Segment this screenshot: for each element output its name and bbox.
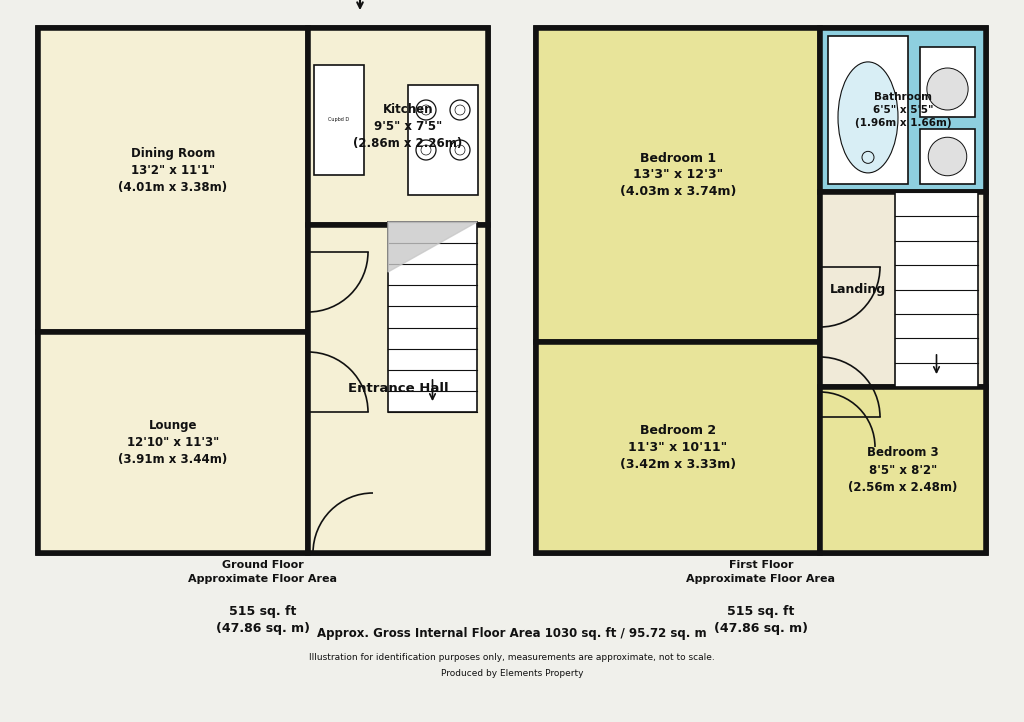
Bar xyxy=(308,225,488,553)
Ellipse shape xyxy=(928,137,967,175)
Bar xyxy=(388,222,477,412)
Bar xyxy=(38,332,308,553)
Bar xyxy=(308,28,488,225)
Text: First Floor
Approximate Floor Area: First Floor Approximate Floor Area xyxy=(686,560,836,583)
Bar xyxy=(38,28,308,332)
Text: Cupbd D: Cupbd D xyxy=(329,118,349,123)
Text: Entrance Hall: Entrance Hall xyxy=(348,383,449,396)
Bar xyxy=(536,342,820,553)
Text: Approx. Gross Internal Floor Area 1030 sq. ft / 95.72 sq. m: Approx. Gross Internal Floor Area 1030 s… xyxy=(317,627,707,640)
Bar xyxy=(314,65,364,175)
Bar xyxy=(920,47,975,117)
Text: Bedroom 1
13'3" x 12'3"
(4.03m x 3.74m): Bedroom 1 13'3" x 12'3" (4.03m x 3.74m) xyxy=(620,152,736,199)
Text: Illustration for identification purposes only, measurements are approximate, not: Illustration for identification purposes… xyxy=(309,653,715,661)
Ellipse shape xyxy=(838,62,898,173)
Text: Produced by Elements Property: Produced by Elements Property xyxy=(440,669,584,679)
Bar xyxy=(408,85,478,195)
Ellipse shape xyxy=(927,68,968,110)
Bar xyxy=(895,192,978,387)
Bar xyxy=(820,192,986,387)
Bar xyxy=(920,129,975,184)
Polygon shape xyxy=(388,222,477,272)
Bar xyxy=(828,36,908,184)
Text: Dining Room
13'2" x 11'1"
(4.01m x 3.38m): Dining Room 13'2" x 11'1" (4.01m x 3.38m… xyxy=(119,147,227,193)
Text: 515 sq. ft
(47.86 sq. m): 515 sq. ft (47.86 sq. m) xyxy=(216,605,310,635)
Text: Bathroom
6'5" x 5'5"
(1.96m x 1.66m): Bathroom 6'5" x 5'5" (1.96m x 1.66m) xyxy=(855,92,951,129)
Text: Bedroom 3
8'5" x 8'2"
(2.56m x 2.48m): Bedroom 3 8'5" x 8'2" (2.56m x 2.48m) xyxy=(848,446,957,494)
Bar xyxy=(820,387,986,553)
Text: Kitchen
9'5" x 7'5"
(2.86m x 2.26m): Kitchen 9'5" x 7'5" (2.86m x 2.26m) xyxy=(353,103,463,150)
Bar xyxy=(536,28,986,553)
Text: Bedroom 2
11'3" x 10'11"
(3.42m x 3.33m): Bedroom 2 11'3" x 10'11" (3.42m x 3.33m) xyxy=(620,424,736,471)
Text: Lounge
12'10" x 11'3"
(3.91m x 3.44m): Lounge 12'10" x 11'3" (3.91m x 3.44m) xyxy=(119,419,227,466)
Bar xyxy=(820,28,986,192)
Text: Ground Floor
Approximate Floor Area: Ground Floor Approximate Floor Area xyxy=(188,560,338,583)
Text: Landing: Landing xyxy=(829,283,886,296)
Bar xyxy=(38,28,488,553)
Bar xyxy=(536,28,820,342)
Text: 515 sq. ft
(47.86 sq. m): 515 sq. ft (47.86 sq. m) xyxy=(714,605,808,635)
